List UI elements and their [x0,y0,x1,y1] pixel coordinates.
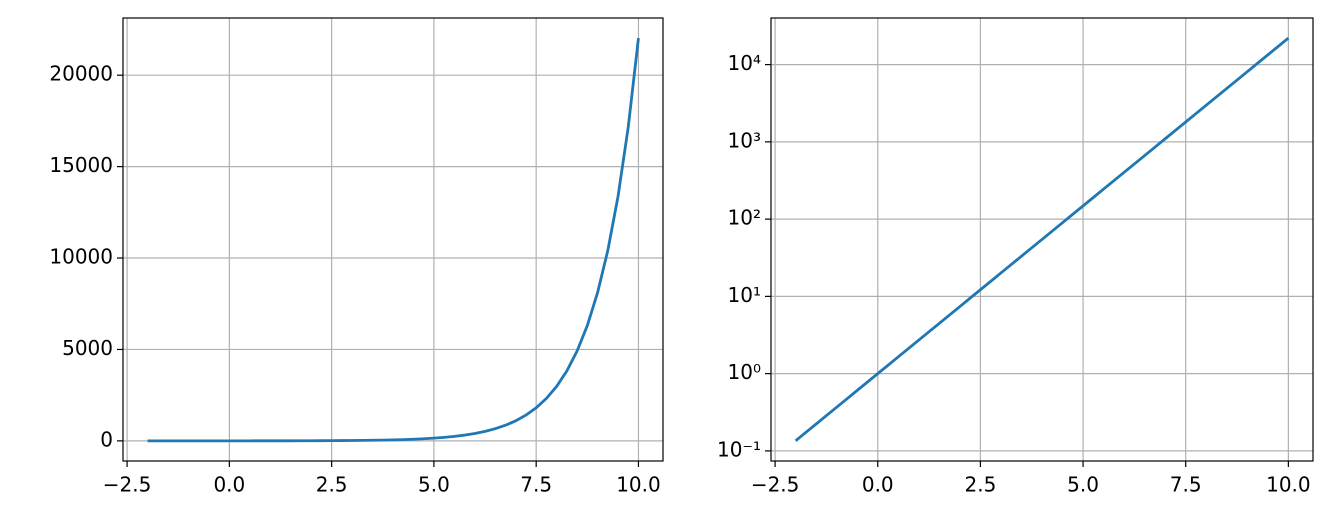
x-tick-label: 5.0 [418,473,450,497]
x-tick-label: 10.0 [616,473,661,497]
y-tick-label: 10³ [728,128,761,152]
x-tick-label: 0.0 [862,473,894,497]
x-tick-label: 7.5 [520,473,552,497]
plot-frame [770,17,1314,462]
plot-frame [122,17,664,462]
y-tick-label: 10¹ [728,283,761,307]
line-series [147,37,640,443]
x-tick-label: 2.5 [965,473,997,497]
x-tick-label: 10.0 [1266,473,1311,497]
x-tick-label: 0.0 [213,473,245,497]
x-tick-label: 7.5 [1170,473,1202,497]
y-tick-label: 10000 [49,245,113,269]
y-tick-label: 15000 [49,153,113,177]
y-tick-label: 10² [728,206,761,230]
y-tick-label: 10⁰ [728,360,761,384]
x-tick-label: 5.0 [1067,473,1099,497]
y-tick-label: 20000 [49,62,113,86]
line-series [794,37,1290,442]
y-tick-label: 0 [100,427,113,451]
y-tick-label: 10⁴ [728,51,761,75]
x-tick-label: 2.5 [316,473,348,497]
x-tick-label: −2.5 [751,473,800,497]
y-tick-label: 5000 [62,336,113,360]
y-tick-label: 10⁻¹ [717,437,761,461]
x-tick-label: −2.5 [103,473,152,497]
